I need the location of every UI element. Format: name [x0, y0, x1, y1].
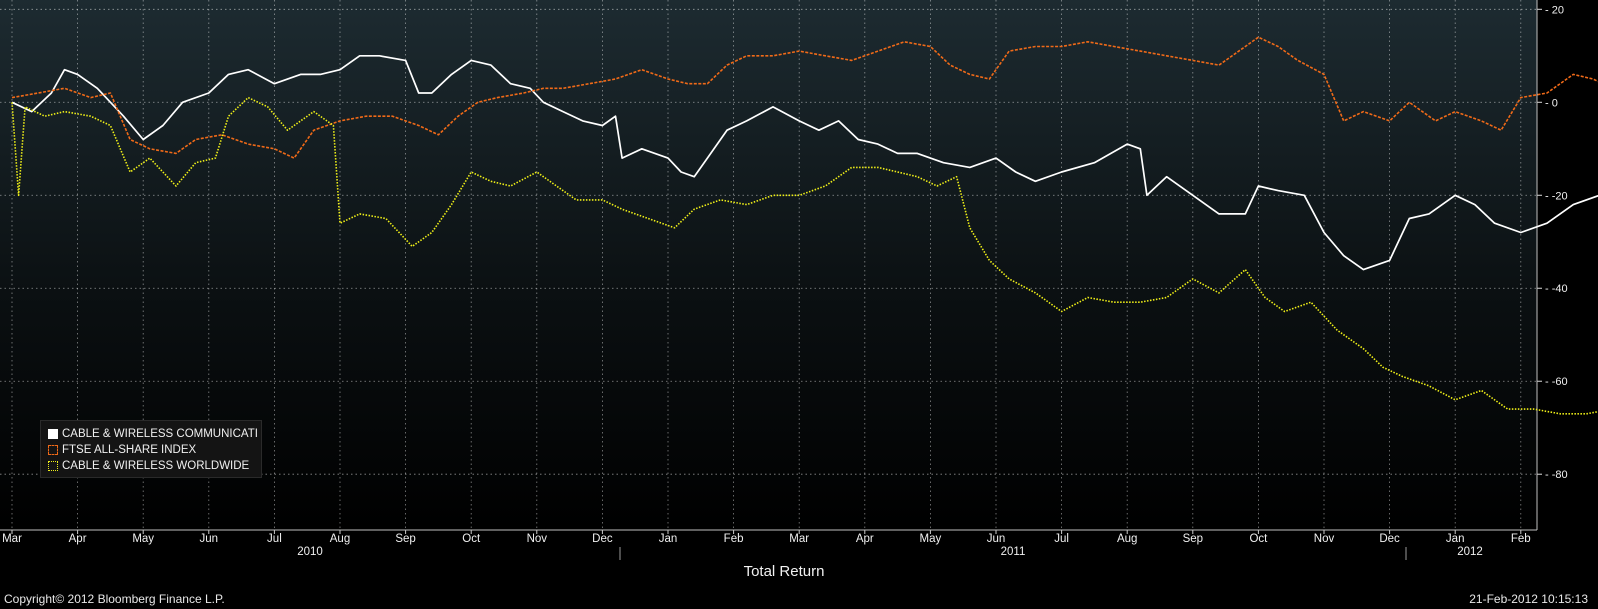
y-tick-label: - 0: [1545, 97, 1558, 109]
series-line-0: [11, 54, 1598, 271]
x-tick-label: Jun: [987, 533, 1006, 545]
legend-label-cwc: CABLE & WIRELESS COMMUNICATI: [62, 428, 258, 440]
x-tick-label: Mar: [789, 533, 809, 545]
series-line-2: [11, 96, 1598, 415]
timestamp-text: 21-Feb-2012 10:15:13: [1469, 592, 1588, 606]
x-tick-label: Jul: [1054, 533, 1069, 545]
x-tick-label: Dec: [1379, 533, 1400, 545]
x-tick-label: Feb: [1511, 533, 1531, 545]
x-tick-label: May: [132, 533, 154, 545]
x-tick-label: Jul: [267, 533, 282, 545]
x-tick-label: May: [920, 533, 942, 545]
x-axis-title: Total Return: [743, 563, 825, 580]
axes: - 20 - 0 - -20 - -40 - -60 - -80 Mar Apr May Jun J…: [0, 0, 1568, 560]
legend-item-cww[interactable]: CABLE & WIRELESS WORLDWIDE: [48, 459, 249, 473]
x-tick-label: Sep: [1183, 533, 1203, 545]
x-tick-label: Feb: [724, 533, 744, 545]
legend-label-cww: CABLE & WIRELESS WORLDWIDE: [62, 460, 250, 472]
legend-label-ftse: FTSE ALL-SHARE INDEX: [62, 444, 197, 456]
x-tick-label: Apr: [69, 533, 87, 545]
series-layer: [11, 36, 1598, 415]
y-tick-label: - -40: [1545, 283, 1568, 295]
x-tick-label: Sep: [395, 533, 415, 545]
x-tick-label: Jun: [200, 533, 219, 545]
x-tick-label: Mar: [2, 533, 22, 545]
x-tick-label: Oct: [462, 533, 481, 545]
legend: CABLE & WIRELESS COMMUNICATI FTSE ALL-SH…: [40, 420, 262, 478]
x-year-label: 2010: [297, 546, 323, 558]
x-year-label: 2011: [1001, 546, 1026, 558]
x-tick-label: Nov: [527, 533, 548, 545]
legend-swatch-ftse: [48, 445, 58, 455]
x-tick-label: Dec: [592, 533, 613, 545]
x-tick-label: Oct: [1249, 533, 1268, 545]
x-tick-label: Jan: [1446, 533, 1465, 545]
y-tick-label: - -20: [1545, 190, 1568, 202]
y-tick-label: - -60: [1545, 376, 1568, 388]
y-tick-label: - -80: [1545, 469, 1568, 481]
x-year-label: 2012: [1457, 546, 1483, 558]
x-tick-label: Aug: [330, 533, 350, 545]
x-tick-label: Apr: [856, 533, 874, 545]
legend-swatch-cwc: [48, 429, 58, 439]
x-tick-label: Nov: [1314, 533, 1335, 545]
legend-item-cwc[interactable]: CABLE & WIRELESS COMMUNICATI: [48, 427, 258, 441]
x-tick-label: Jan: [659, 533, 678, 545]
copyright-text: Copyright© 2012 Bloomberg Finance L.P.: [4, 592, 225, 606]
y-tick-label: - 20: [1545, 4, 1564, 16]
x-tick-label: Aug: [1117, 533, 1137, 545]
legend-item-ftse[interactable]: FTSE ALL-SHARE INDEX: [48, 443, 196, 457]
legend-swatch-cww: [48, 461, 58, 471]
